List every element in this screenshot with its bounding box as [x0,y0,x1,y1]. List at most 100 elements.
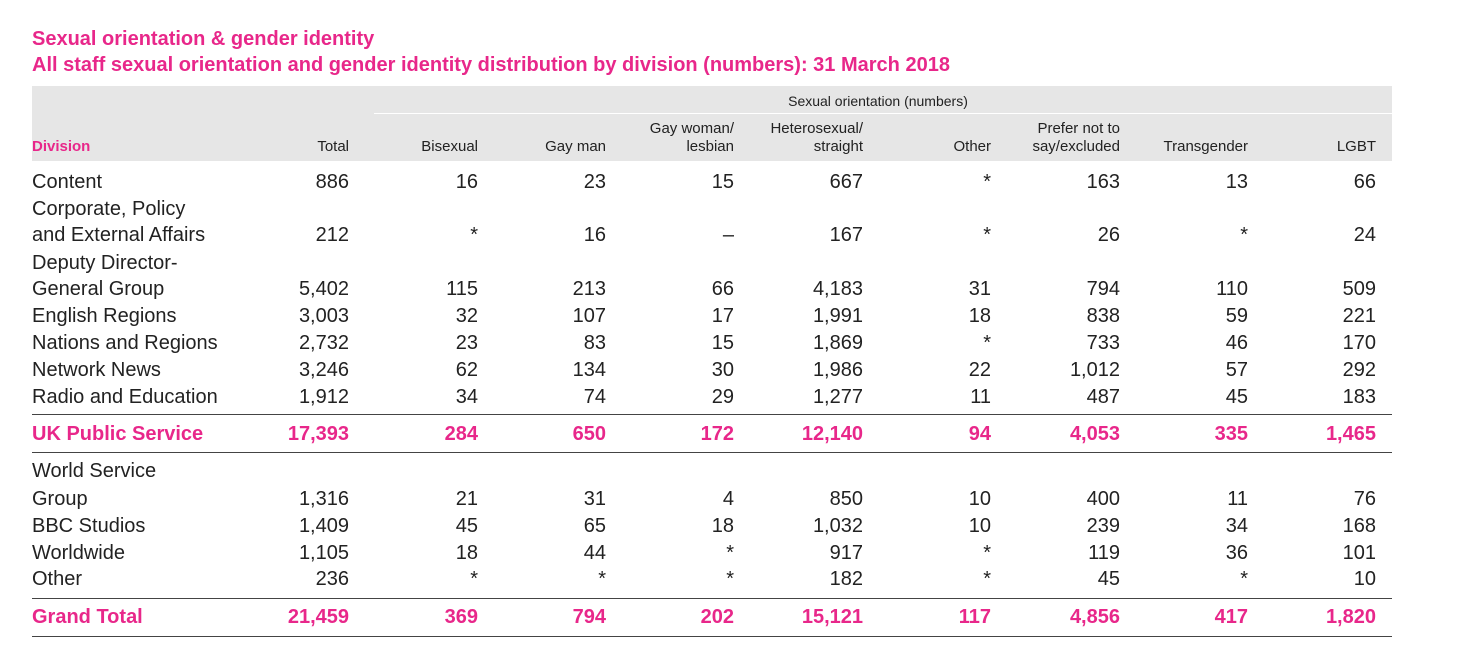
table-cell: 1,277 [812,386,863,408]
table-cell: 172 [700,423,734,445]
table-cell: 94 [968,423,991,445]
world-service-label: World Service [32,460,157,482]
table-cell: * [983,568,991,590]
row-name: Nations and Regions [32,332,218,354]
uk-total-bottom-rule [32,452,1392,453]
table-cell: 239 [1086,515,1120,537]
table-cell: 15 [711,171,734,193]
table-cell: 32 [455,305,478,327]
table-row: General Group 5,402 115 213 66 4,183 31 794 110 5… [32,276,1392,302]
table-cell: 11 [1227,488,1248,510]
table-cell: 24 [1353,224,1376,246]
table-cell: 13 [1225,171,1248,193]
table-cell: 22 [968,359,991,381]
table-cell: 45 [1097,568,1120,590]
table-cell: 101 [1342,542,1376,564]
table-cell: 1,986 [812,359,863,381]
table-cell: 29 [711,386,734,408]
table-cell: 1,012 [1069,359,1120,381]
table-cell: 1,409 [298,515,349,537]
table-cell: 66 [711,278,734,300]
table-cell: 26 [1097,224,1120,246]
table-cell: 733 [1086,332,1120,354]
row-name: English Regions [32,305,177,327]
row-name: Radio and Education [32,386,218,408]
table-cell: 115 [446,278,478,300]
table-cell: 284 [444,423,478,445]
table-cell: 119 [1088,542,1120,564]
col-header-division: Division [32,138,91,155]
table-cell: 794 [1086,278,1120,300]
table-cell: 107 [572,305,606,327]
table-cell: 10 [968,515,991,537]
table-cell: 18 [968,305,991,327]
table-cell: 168 [1342,515,1376,537]
col-header-gay-woman: Gay woman/ lesbian [650,120,734,156]
table-cell: 369 [444,606,478,628]
row-name: General Group [32,278,165,300]
col-header-heterosexual: Heterosexual/ straight [770,120,863,156]
row-name: Content [32,171,103,193]
table-cell: 17,393 [287,423,349,445]
table-cell: 1,032 [812,515,863,537]
col-header-gay-woman-line2: lesbian [686,138,734,155]
row-name-line1: Corporate, Policy [32,198,186,220]
table-cell: 31 [583,488,606,510]
table-cell: 31 [968,278,991,300]
page-subtitle: All staff sexual orientation and gender … [32,54,950,76]
table-cell: 509 [1342,278,1376,300]
table-cell: 1,465 [1325,423,1376,445]
row-name: Worldwide [32,542,125,564]
table-cell: 794 [572,606,606,628]
table-cell: 12,140 [801,423,863,445]
table-cell: 18 [711,515,734,537]
table-total-row: UK Public Service 17,393 284 650 172 12,140 94… [32,421,1392,447]
table-cell: 134 [572,359,606,381]
table-cell: 163 [1086,171,1120,193]
table-cell: * [983,171,991,193]
grand-total-top-rule [32,598,1392,599]
col-header-heterosexual-line2: straight [813,138,863,155]
table-row: Content 886 16 23 15 667 * 163 13 66 [32,169,1392,195]
table-cell: 16 [583,224,606,246]
table-cell: 1,316 [298,488,349,510]
table-cell: 11 [970,386,991,408]
table-cell: * [470,568,478,590]
table-cell: 57 [1225,359,1248,381]
table-cell: 16 [455,171,478,193]
table-cell: * [598,568,606,590]
table-cell: * [983,224,991,246]
page-title: Sexual orientation & gender identity [32,28,375,50]
table-cell: 400 [1086,488,1120,510]
table-cell: * [470,224,478,246]
table-row: Network News 3,246 62 134 30 1,986 22 1,012 57 29… [32,357,1392,383]
table-cell: 1,912 [298,386,349,408]
table-cell: 21 [455,488,478,510]
row-name: Network News [32,359,161,381]
table-cell: 4,053 [1069,423,1120,445]
table-cell: 66 [1353,171,1376,193]
table-cell: * [983,332,991,354]
table-cell: 5,402 [298,278,349,300]
grand-total-bottom-rule [32,636,1392,637]
col-header-gay-woman-line1: Gay woman/ [649,120,734,137]
col-header-transgender: Transgender [1163,138,1249,155]
table-cell: 213 [572,278,606,300]
table-cell: 1,105 [298,542,349,564]
group-header: Sexual orientation (numbers) [788,93,968,109]
col-header-heterosexual-line1: Heterosexual/ [770,120,863,137]
table-row: English Regions 3,003 32 107 17 1,991 18 838 59 2… [32,303,1392,329]
table-cell: 167 [829,224,863,246]
table-row: Worldwide 1,105 18 44 * 917 * 119 36 101 [32,540,1392,566]
col-header-total: Total [317,138,349,155]
row-name: Group [32,488,88,510]
table-cell: * [1240,568,1248,590]
col-header-lgbt: LGBT [1336,138,1376,155]
table-cell: 59 [1225,305,1248,327]
table-cell: 487 [1086,386,1120,408]
table-cell: 45 [455,515,478,537]
table-row: Nations and Regions 2,732 23 83 15 1,869 * 733 4… [32,330,1392,356]
table-cell: 18 [455,542,478,564]
table-cell: 202 [700,606,734,628]
table-cell: 44 [583,542,606,564]
